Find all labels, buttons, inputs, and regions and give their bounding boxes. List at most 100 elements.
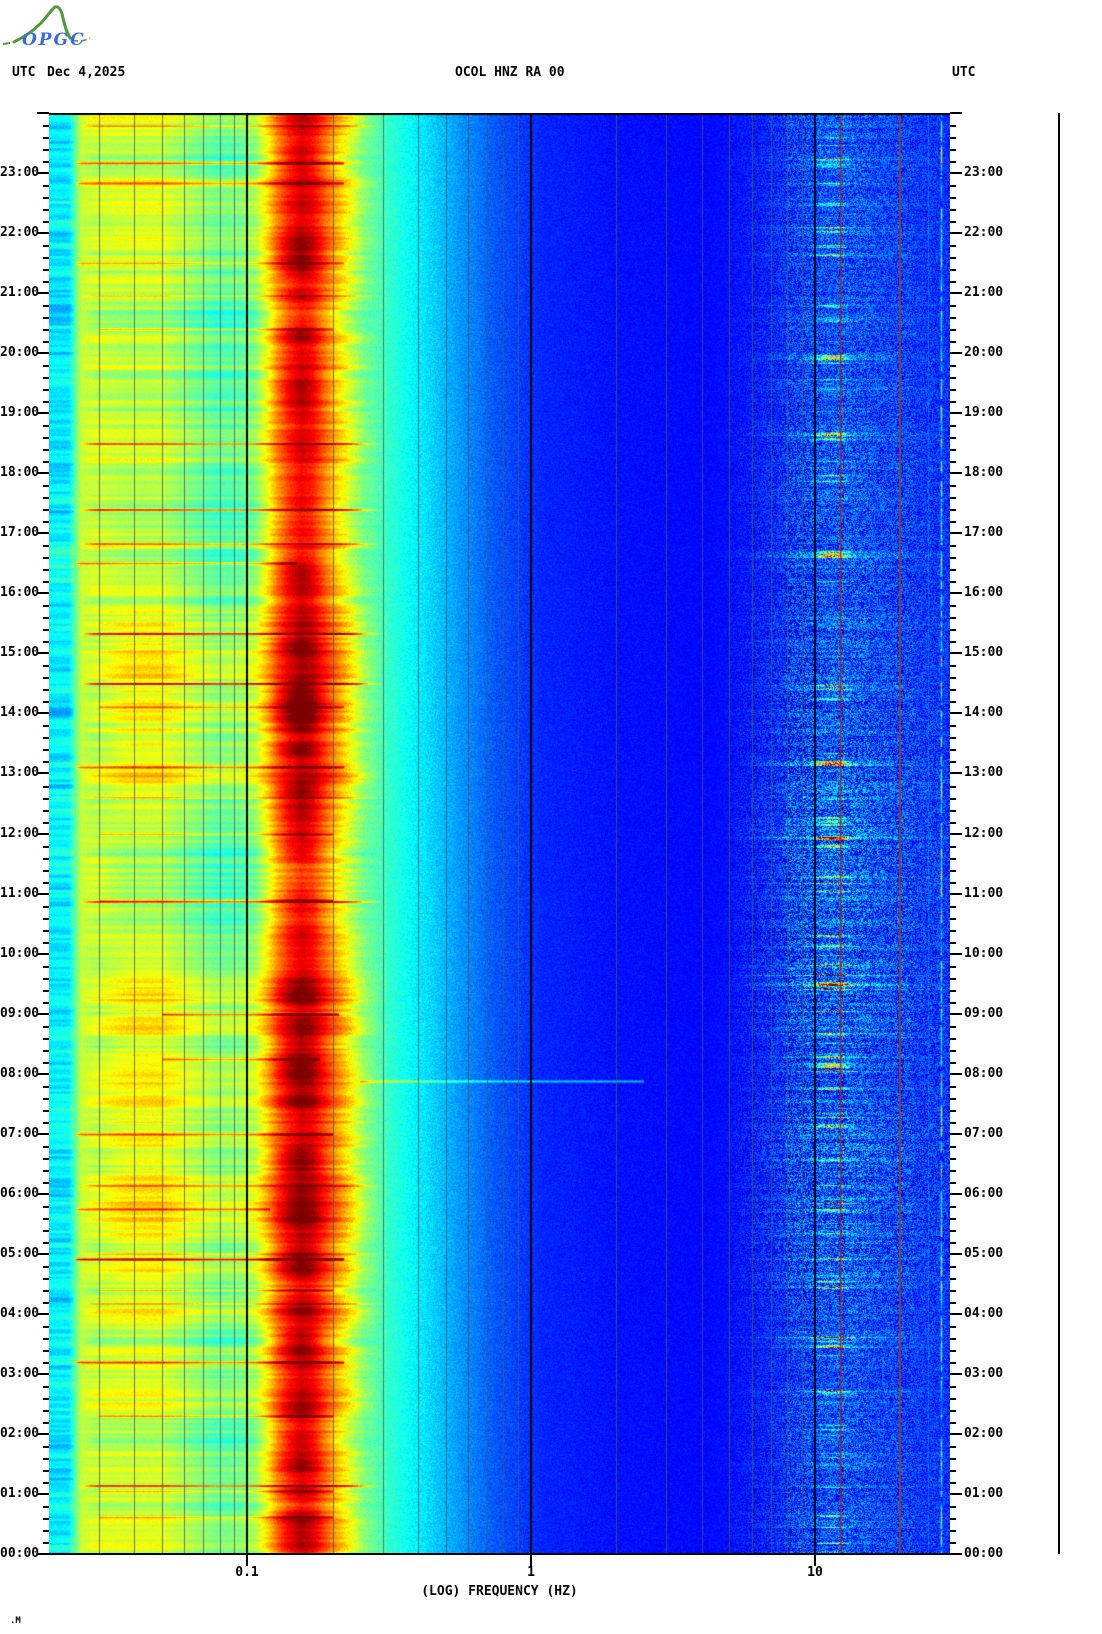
y-minor-tick-left	[43, 161, 49, 163]
y-minor-tick-left	[43, 1110, 49, 1112]
right-margin-rule	[1058, 113, 1060, 1554]
y-minor-tick-left	[43, 870, 49, 872]
y-minor-tick-right	[950, 1038, 956, 1040]
y-minor-tick-left	[43, 1422, 49, 1424]
y-minor-tick-left	[43, 1182, 49, 1184]
y-minor-tick-left	[43, 725, 49, 727]
y-major-tick-right	[950, 412, 962, 414]
y-minor-tick-left	[43, 1458, 49, 1460]
y-minor-tick-left	[43, 1122, 49, 1124]
y-tick-label-left: 22:00	[0, 225, 40, 240]
y-tick-label-right: 19:00	[964, 405, 1004, 420]
y-major-tick-right	[950, 292, 962, 294]
y-minor-tick-left	[43, 401, 49, 403]
y-minor-tick-right	[950, 1302, 956, 1304]
y-minor-tick-left	[43, 1218, 49, 1220]
y-minor-tick-left	[43, 1242, 49, 1244]
y-tick-label-left: 23:00	[0, 165, 40, 180]
y-minor-tick-left	[43, 822, 49, 824]
y-major-tick-right	[950, 1133, 962, 1135]
y-tick-label-right: 00:00	[964, 1546, 1004, 1561]
y-major-tick-left	[37, 292, 49, 294]
opgc-logo: OPGC	[2, 5, 91, 50]
y-tick-label-left: 03:00	[0, 1366, 40, 1381]
y-minor-tick-left	[43, 1206, 49, 1208]
y-major-tick-left	[37, 953, 49, 955]
y-minor-tick-left	[43, 1338, 49, 1340]
y-minor-tick-left	[43, 1290, 49, 1292]
y-minor-tick-left	[43, 1482, 49, 1484]
y-minor-tick-left	[43, 701, 49, 703]
logo-mountain-right-dash	[71, 37, 91, 42]
y-minor-tick-right	[950, 509, 956, 511]
y-major-tick-left	[37, 472, 49, 474]
y-minor-tick-left	[43, 1518, 49, 1520]
y-minor-tick-left	[43, 569, 49, 571]
y-minor-tick-right	[950, 1458, 956, 1460]
y-tick-label-left: 20:00	[0, 345, 40, 360]
y-major-tick-right	[950, 1073, 962, 1075]
y-minor-tick-right	[950, 930, 956, 932]
y-tick-label-right: 23:00	[964, 165, 1004, 180]
header-utc-right: UTC	[952, 65, 976, 80]
x-axis-line	[49, 1553, 952, 1555]
y-minor-tick-right	[950, 161, 956, 163]
y-major-tick-left	[37, 1313, 49, 1315]
y-minor-tick-left	[43, 1362, 49, 1364]
y-minor-tick-left	[43, 245, 49, 247]
y-minor-tick-right	[950, 798, 956, 800]
y-tick-label-right: 06:00	[964, 1186, 1004, 1201]
logo-text: OPGC	[22, 30, 86, 50]
x-tick-label: 0.1	[235, 1565, 259, 1580]
y-tick-label-right: 20:00	[964, 345, 1004, 360]
y-minor-tick-right	[950, 137, 956, 139]
y-major-tick-right	[950, 352, 962, 354]
y-major-tick-right	[950, 532, 962, 534]
header-date: Dec 4,2025	[47, 65, 126, 80]
y-minor-tick-left	[43, 749, 49, 751]
y-minor-tick-right	[950, 149, 956, 151]
y-minor-tick-left	[43, 906, 49, 908]
y-tick-label-left: 19:00	[0, 405, 40, 420]
y-minor-tick-left	[43, 665, 49, 667]
y-minor-tick-right	[950, 1002, 956, 1004]
y-minor-tick-left	[43, 1446, 49, 1448]
y-minor-tick-left	[43, 1158, 49, 1160]
y-tick-label-left: 16:00	[0, 585, 40, 600]
y-minor-tick-left	[43, 1170, 49, 1172]
y-minor-tick-left	[43, 882, 49, 884]
y-minor-tick-right	[950, 545, 956, 547]
y-tick-label-left: 02:00	[0, 1426, 40, 1441]
x-axis-title: (LOG) FREQUENCY (HZ)	[421, 1584, 578, 1599]
y-major-tick-left	[37, 1013, 49, 1015]
y-tick-label-right: 17:00	[964, 525, 1004, 540]
y-minor-tick-left	[43, 990, 49, 992]
y-minor-tick-right	[950, 365, 956, 367]
y-major-tick-left	[37, 532, 49, 534]
y-minor-tick-right	[950, 1170, 956, 1172]
y-minor-tick-left	[43, 197, 49, 199]
y-tick-label-left: 08:00	[0, 1066, 40, 1081]
y-tick-label-right: 18:00	[964, 465, 1004, 480]
y-minor-tick-left	[43, 930, 49, 932]
y-tick-label-left: 00:00	[0, 1546, 40, 1561]
y-minor-tick-left	[43, 497, 49, 499]
y-minor-tick-left	[43, 1062, 49, 1064]
y-minor-tick-right	[950, 1410, 956, 1412]
y-minor-tick-right	[950, 990, 956, 992]
y-minor-tick-right	[950, 737, 956, 739]
y-major-tick-left	[37, 412, 49, 414]
y-tick-label-left: 21:00	[0, 285, 40, 300]
y-minor-tick-right	[950, 197, 956, 199]
y-tick-label-left: 04:00	[0, 1306, 40, 1321]
y-tick-label-right: 02:00	[964, 1426, 1004, 1441]
y-minor-tick-left	[43, 257, 49, 259]
y-major-tick-left	[37, 1373, 49, 1375]
header-utc-left: UTC	[12, 65, 36, 80]
y-minor-tick-right	[950, 1230, 956, 1232]
y-tick-label-right: 08:00	[964, 1066, 1004, 1081]
y-minor-tick-left	[43, 425, 49, 427]
y-minor-tick-left	[43, 1470, 49, 1472]
y-minor-tick-right	[950, 1278, 956, 1280]
y-minor-tick-left	[43, 1230, 49, 1232]
